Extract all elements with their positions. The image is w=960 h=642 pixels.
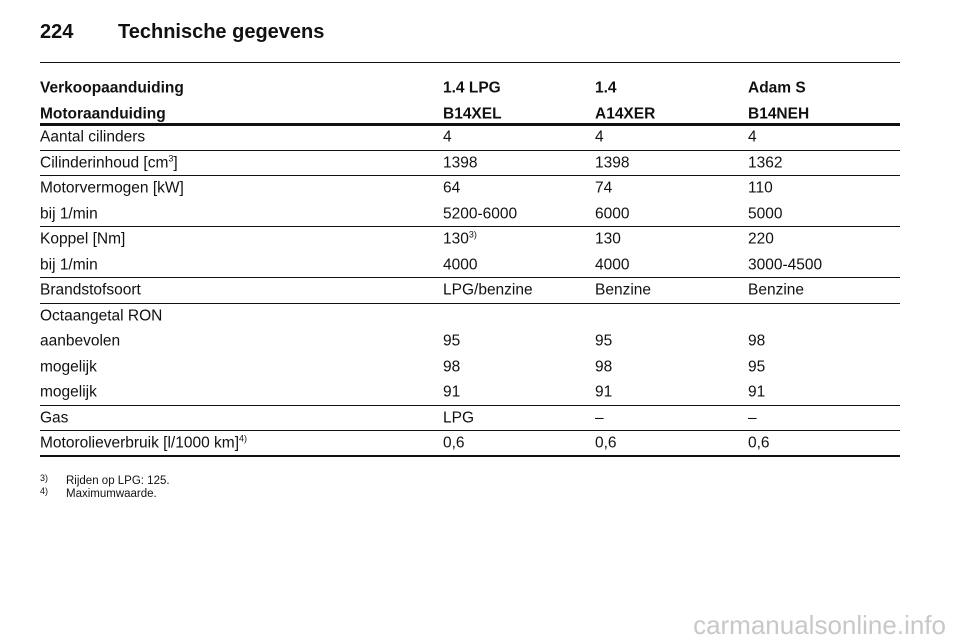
cell-text: 130	[443, 230, 469, 248]
table-cell: 1303)	[443, 229, 477, 248]
table-cell: LPG/benzine	[443, 281, 533, 299]
table-cell: 91	[595, 383, 613, 401]
table-cell: 98	[748, 332, 766, 350]
table-cell: Motorolieverbruik [l/1000 km]4)	[40, 433, 248, 452]
rule	[40, 62, 900, 63]
table-cell: 3000-4500	[748, 255, 823, 273]
rule	[40, 123, 900, 126]
table-cell: Adam S	[748, 79, 806, 97]
rule	[40, 149, 900, 151]
table-cell: aanbevolen	[40, 332, 121, 350]
table-cell: 95	[748, 357, 766, 375]
cell-text: ]	[173, 153, 178, 171]
table-cell: 0,6	[748, 434, 770, 452]
table-cell: Motorvermogen [kW]	[40, 179, 184, 197]
table-cell: 6000	[595, 204, 630, 222]
table-cell: Brandstofsoort	[40, 281, 141, 299]
table-cell: B14NEH	[748, 104, 810, 122]
table-cell: 95	[443, 332, 461, 350]
footnote-text: Rijden op LPG: 125.	[66, 475, 170, 487]
table-cell: 98	[595, 357, 613, 375]
watermark: carmanualsonline.info	[693, 610, 946, 640]
table-cell: 1398	[595, 153, 630, 171]
table-cell: 4	[443, 128, 452, 146]
table-cell: 1362	[748, 153, 783, 171]
rule	[40, 430, 900, 431]
superscript: 3)	[468, 229, 477, 240]
table-cell: Benzine	[748, 281, 805, 299]
table-cell: 1398	[443, 153, 478, 171]
rule	[40, 226, 900, 227]
table-cell: –	[595, 408, 604, 426]
footnote-mark: 3)	[40, 473, 49, 483]
cell-text: Cilinderinhoud [cm	[40, 153, 169, 171]
page-title: Technische gegevens	[118, 21, 325, 43]
table-cell: Motoraanduiding	[40, 104, 166, 122]
table-cell: –	[748, 408, 757, 426]
table-cell: 98	[443, 357, 461, 375]
table-cell: bij 1/min	[40, 204, 98, 222]
footnote-text: Maximumwaarde.	[66, 488, 157, 500]
rule	[40, 302, 900, 304]
table-cell: LPG	[443, 408, 475, 426]
table-cell: Aantal cilinders	[40, 128, 146, 146]
table-cell: A14XER	[595, 104, 656, 122]
table-cell: 91	[443, 383, 461, 401]
table-cell: 220	[748, 230, 774, 248]
table-cell: 4	[595, 128, 604, 146]
table-cell: Octaangetal RON	[40, 306, 163, 324]
table-cell: B14XEL	[443, 104, 502, 122]
table-cell: Verkoopaanduiding	[40, 79, 184, 97]
rule	[40, 404, 900, 406]
table-cell: 1.4 LPG	[443, 79, 501, 97]
table-cell: bij 1/min	[40, 255, 98, 273]
table-cell: 4000	[595, 255, 630, 273]
rule	[40, 454, 900, 457]
rule	[40, 277, 900, 278]
table-cell: 1.4	[595, 79, 617, 97]
table-cell: mogelijk	[40, 383, 97, 401]
table-cell: 91	[748, 383, 766, 401]
table-cell: 0,6	[443, 434, 465, 452]
table-cell: 4000	[443, 255, 478, 273]
table-cell: 5200-6000	[443, 204, 518, 222]
table-cell: Koppel [Nm]	[40, 230, 126, 248]
cell-text: Motorolieverbruik [l/1000 km]	[40, 434, 239, 452]
table-cell: 0,6	[595, 434, 617, 452]
table-cell: 110	[748, 179, 773, 197]
table-cell: Benzine	[595, 281, 652, 299]
table-cell: 64	[443, 179, 461, 197]
table-cell: Cilinderinhoud [cm3]	[40, 152, 178, 171]
footnote-mark: 4)	[40, 486, 49, 496]
table-cell: Gas	[40, 408, 69, 426]
table-cell: 95	[595, 332, 613, 350]
table-cell: 130	[595, 230, 621, 248]
table-cell: 74	[595, 179, 613, 197]
table-cell: mogelijk	[40, 357, 97, 375]
page-number: 224	[40, 21, 74, 43]
superscript: 4)	[239, 433, 248, 444]
table-cell: 5000	[748, 204, 783, 222]
superscript: 3	[168, 152, 174, 163]
table-cell: 4	[748, 128, 757, 146]
rule	[40, 175, 900, 176]
